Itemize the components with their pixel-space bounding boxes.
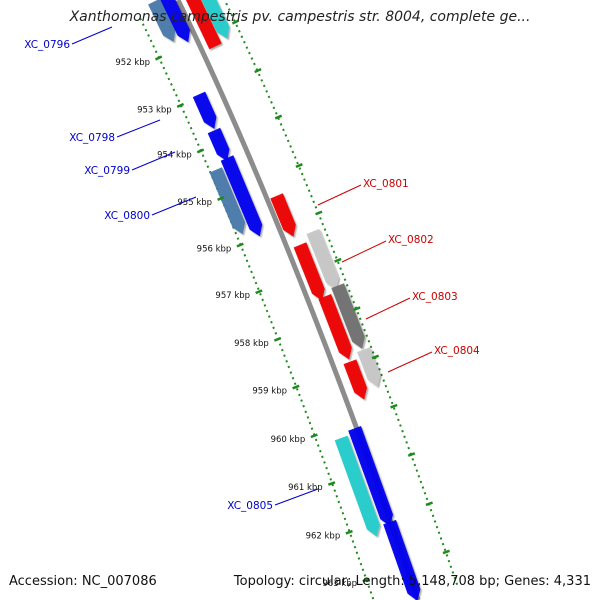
ruler-tick-label: 952 kbp (115, 58, 150, 68)
ruler-tick (231, 19, 240, 25)
gene-label[interactable]: XC_0804 (434, 345, 480, 357)
map-title: Xanthomonas campestris pv. campestris st… (69, 9, 531, 25)
ruler-tick-label: 956 kbp (197, 245, 232, 255)
ruler-tick (217, 195, 225, 201)
genome-summary: Topology: circular; Length: 5,148,708 bp… (233, 574, 591, 589)
gene-feature (185, 0, 222, 50)
ruler-tick (407, 452, 416, 457)
gene-leader-line (365, 297, 411, 320)
gene-label[interactable]: XC_0799 (84, 165, 130, 177)
gene-feature (220, 155, 263, 237)
ruler-tick (345, 529, 353, 535)
gene-label[interactable]: XC_0801 (363, 178, 409, 190)
ruler-tick-label: 963 kbp (322, 579, 357, 589)
gene-feature (160, 0, 191, 43)
ruler-tick (273, 336, 282, 342)
gene-label[interactable]: XC_0805 (227, 500, 273, 512)
gene-feature (383, 519, 421, 600)
gene-feature (293, 242, 325, 301)
ruler-tick-label: 960 kbp (271, 435, 306, 445)
ruler-tick (327, 481, 336, 486)
gene-feature (343, 359, 368, 400)
ruler-tick-label: 954 kbp (157, 151, 192, 161)
ruler-tick (390, 403, 398, 409)
gene-feature (331, 283, 365, 349)
gene-feature (148, 0, 176, 42)
ruler-tick (196, 148, 205, 154)
ruler-tick-label: 958 kbp (234, 339, 269, 349)
ruler-tick-label: 955 kbp (177, 198, 212, 208)
left-dot-line (139, 17, 375, 600)
gene-feature (357, 347, 381, 387)
ruler-tick (154, 55, 163, 61)
gene-label[interactable]: XC_0796 (24, 39, 70, 51)
ruler-tick (236, 242, 244, 248)
ruler-tick (362, 577, 370, 583)
right-dot-line (223, 0, 459, 587)
gene-feature (334, 435, 380, 537)
ruler-tick (371, 354, 380, 360)
ruler-tick-label: 959 kbp (252, 386, 287, 396)
gene-leader-line (274, 488, 319, 506)
gene-leader-line (317, 184, 362, 206)
gene-leader-line (131, 151, 176, 171)
ruler-tick (425, 501, 433, 507)
gene-label[interactable]: XC_0802 (388, 234, 434, 246)
ruler-tick-label: 961 kbp (288, 483, 323, 493)
gene-leader-line (116, 119, 161, 138)
gene-labels: XC_0796 XC_0798 XC_0799 XC_0800 XC_0801 XC_08… (24, 26, 480, 512)
gene-feature (201, 0, 230, 39)
gene-feature (209, 167, 246, 235)
gene-leader-line (151, 196, 197, 216)
gene-leader-line (387, 351, 433, 373)
ruler-tick (315, 210, 323, 216)
ruler-tick (334, 257, 342, 263)
gene-feature (207, 127, 230, 162)
ruler-tick (254, 67, 262, 74)
ruler-tick-label: 953 kbp (137, 105, 172, 115)
ruler-tick (176, 102, 185, 109)
ruler-tick (295, 163, 303, 169)
gene-feature (348, 426, 394, 527)
ruler-tick (310, 433, 318, 439)
gene-leader-line (71, 26, 113, 45)
gene-label[interactable]: XC_0800 (104, 210, 150, 222)
tick-dot-lines (139, 0, 459, 600)
ruler-tick-label: 962 kbp (306, 531, 341, 541)
gene-label[interactable]: XC_0803 (412, 291, 458, 303)
gene-feature (306, 228, 339, 290)
ruler-tick-label: 957 kbp (215, 291, 250, 301)
gene-label[interactable]: XC_0798 (69, 132, 115, 144)
gene-feature (270, 193, 296, 237)
gene-features (148, 0, 421, 600)
ruler-ticks: 952 kbp 953 kbp 954 kbp 955 kbp 956 kbp 957 k… (115, 19, 450, 589)
accession-text: Accession: NC_007086 (9, 574, 157, 589)
ruler-tick (255, 289, 263, 295)
gene-feature (318, 294, 352, 360)
gene-feature (192, 91, 217, 129)
ruler-tick (274, 114, 283, 120)
ruler-tick (442, 549, 450, 555)
gene-leader-line (341, 240, 387, 263)
ruler-tick (353, 306, 361, 312)
ruler-tick (292, 384, 300, 390)
